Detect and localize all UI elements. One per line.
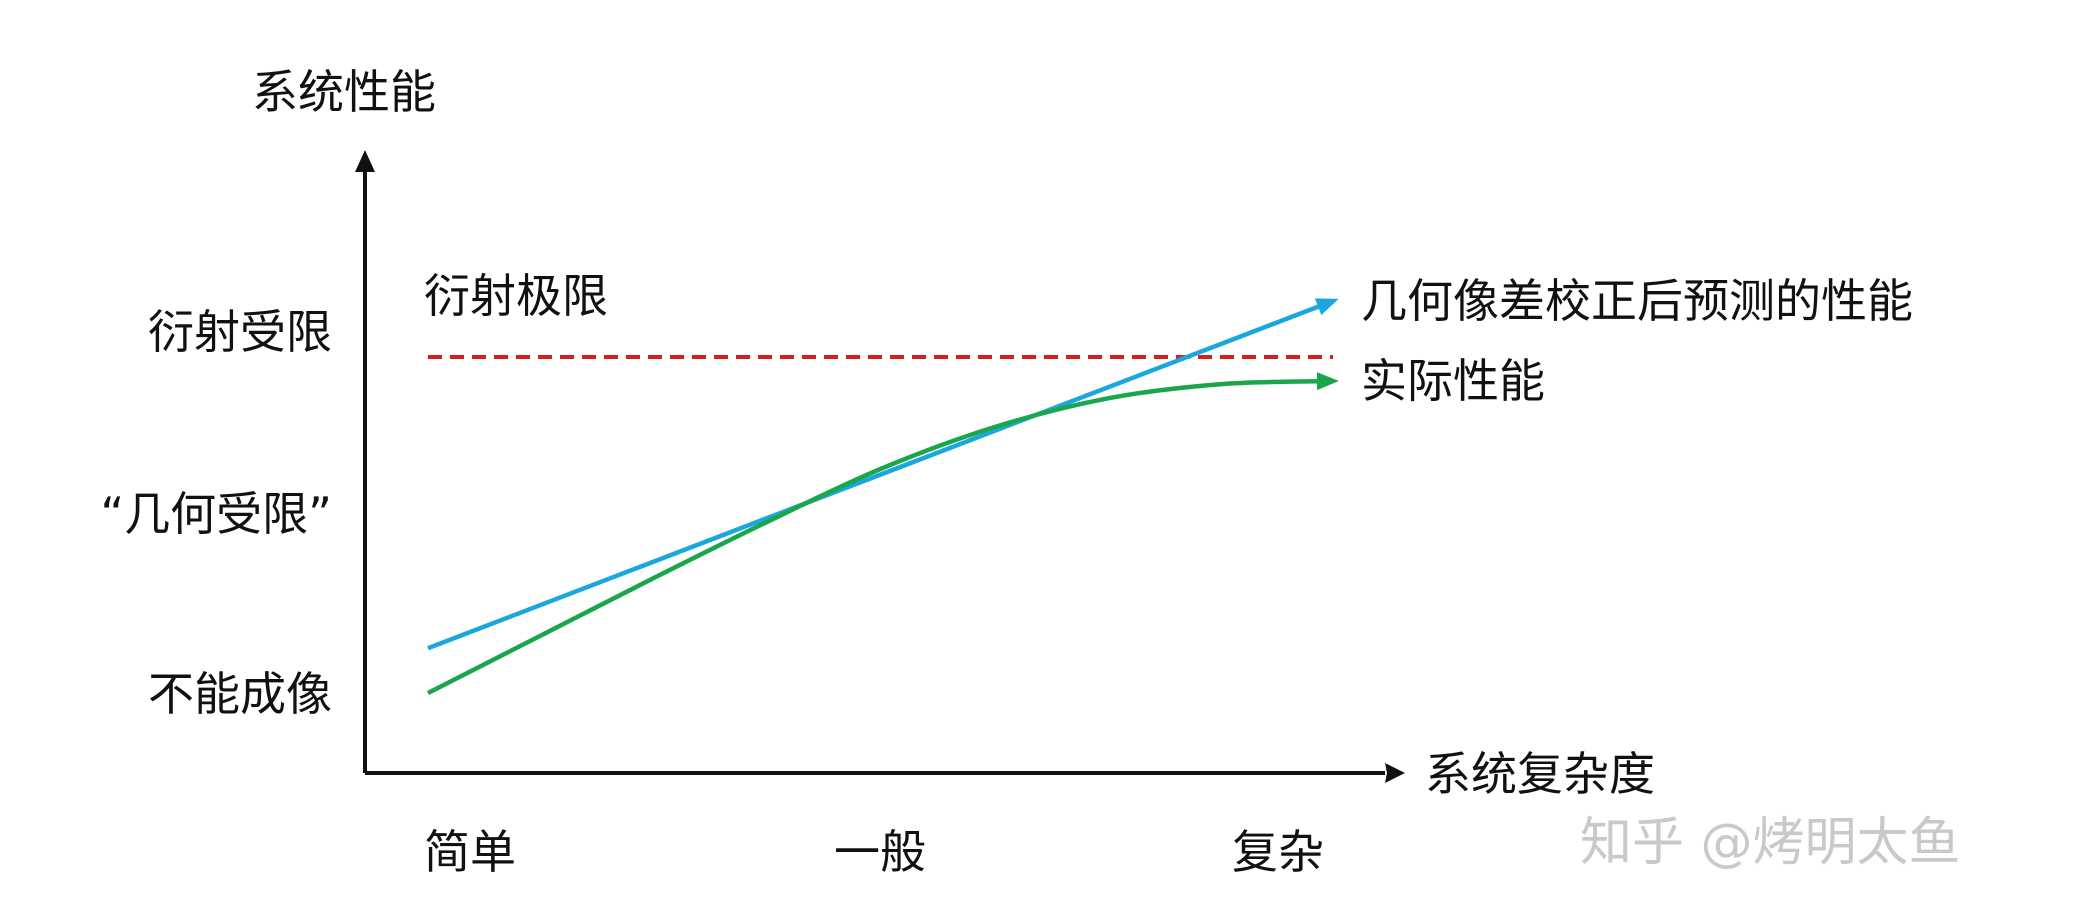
y-axis-label: 系统性能 [252,65,436,119]
x-tick-label: 复杂 [1232,825,1324,879]
series-label-2: 实际性能 [1361,354,1545,408]
x-tick-labels: 简单 一般 复杂 [424,825,1324,879]
y-tick-label: 衍射受限 [148,305,332,359]
reference-lines: 衍射极限 [424,269,1333,359]
x-tick-label: 一般 [834,825,926,879]
diffraction-limit-label: 衍射极限 [424,269,608,323]
series-line-1 [427,298,1334,651]
y-tick-labels: 不能成像 “几何受限” 衍射受限 [100,305,332,721]
series-label-1: 几何像差校正后预测的性能 [1361,274,1913,328]
watermark: 知乎 @烤明太鱼 [1580,813,1961,873]
x-axis-arrow-icon [1385,763,1405,783]
x-axis-label: 系统复杂度 [1425,747,1655,801]
y-tick-label: “几何受限” [100,487,332,541]
series-line-2 [426,378,1334,696]
y-axis-arrow-icon [355,150,375,172]
series-arrow-icon [1314,298,1339,316]
y-tick-label: 不能成像 [148,667,332,721]
x-tick-label: 简单 [424,825,516,879]
series-arrow-icon [1316,372,1339,391]
